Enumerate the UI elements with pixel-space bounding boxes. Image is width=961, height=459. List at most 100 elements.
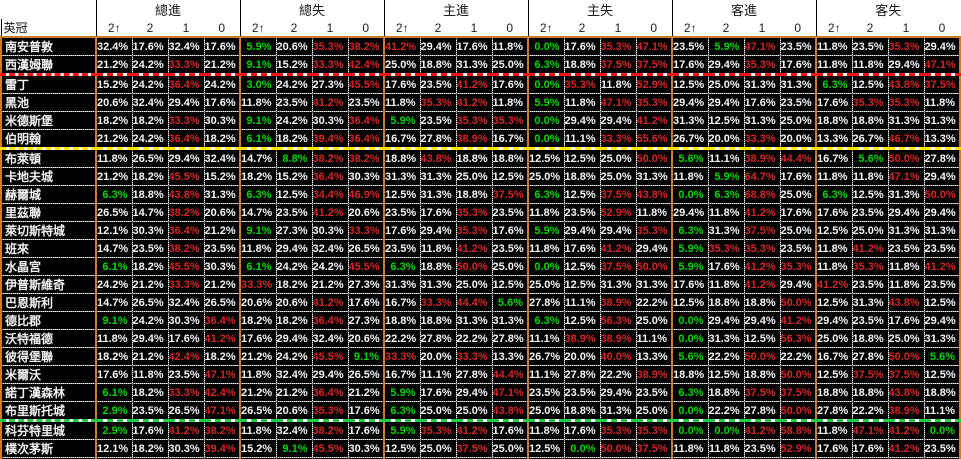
stat-cell: 41.2% [743,203,780,222]
team-name-cell[interactable]: 德比郡 [0,311,96,330]
team-name-cell[interactable]: 沃特福德 [0,329,96,348]
stat-cell: 16.7% [491,129,528,150]
team-name-cell[interactable]: 赫爾城 [0,185,96,204]
team-name-cell[interactable]: 彼得堡聯 [0,347,96,366]
sub-header: 0 [780,19,816,37]
team-row[interactable]: 班來 14.7% 23.5% 38.2% 23.5% 11.8% 29.4% 32.4% 26.… [0,239,961,258]
team-name-cell[interactable]: 萊切斯特城 [0,221,96,240]
team-name-cell[interactable]: 科芬特里城 [0,420,96,440]
stat-cell: 31.3% [779,74,816,94]
team-row[interactable]: 伯明翰 21.2% 24.2% 36.4% 18.2% 6.1% 18.2% 39.4% 36.… [0,129,961,150]
team-row[interactable]: 巴恩斯利 14.7% 26.5% 32.4% 26.5% 20.6% 20.6% 41.2% 1… [0,293,961,312]
stat-cell: 27.8% [815,401,852,422]
stat-cell: 32.4% [131,93,168,112]
stat-cell: 41.2% [851,239,888,258]
team-row[interactable]: 彼得堡聯 18.2% 21.2% 42.4% 18.2% 21.2% 24.2% 45.5% 9… [0,347,961,366]
stat-cell: 11.8% [527,420,564,440]
team-row[interactable]: 米德斯堡 18.2% 18.2% 33.3% 30.3% 9.1% 24.2% 30.3% 36… [0,111,961,130]
stat-cell: 18.8% [851,111,888,130]
team-name-cell[interactable]: 巴恩斯利 [0,293,96,312]
team-row[interactable]: 卡地夫城 21.2% 18.2% 45.5% 15.2% 18.2% 15.2% 36.4% 3… [0,167,961,186]
team-name-cell[interactable]: 布里斯托城 [0,401,96,422]
stat-cell: 17.6% [491,74,528,94]
stat-cell: 24.2% [203,74,240,94]
stat-cell: 17.6% [419,383,456,402]
team-name-cell[interactable]: 樸次茅斯 [0,439,96,458]
stat-cell: 29.4% [923,203,961,222]
team-name-cell[interactable]: 黑池 [0,93,96,112]
stat-cell: 17.6% [131,36,168,56]
team-row[interactable]: 南安普敦 32.4% 17.6% 32.4% 17.6% 5.9% 20.6% 35.3% 38… [0,36,961,56]
team-name-cell[interactable]: 雷丁 [0,74,96,94]
stat-cell: 26.5% [167,401,204,422]
team-name-cell[interactable]: 卡地夫城 [0,167,96,186]
stat-cell: 27.3% [311,74,348,94]
stat-cell: 32.4% [167,293,204,312]
stat-cell: 20.6% [203,203,240,222]
stat-cell: 56.3% [599,311,636,330]
team-name-cell[interactable]: 南安普敦 [0,36,96,56]
stat-cell: 17.6% [887,311,924,330]
team-row[interactable]: 唐卡斯特3.1%15.6%46.9%34.4%28.1%25.0%28.1%18… [0,457,961,459]
stat-cell: 31.3% [491,457,528,459]
stat-cell: 11.8% [239,420,276,440]
team-row[interactable]: 黑池 20.6% 32.4% 29.4% 17.6% 11.8% 23.5% 41.2% 23.… [0,93,961,112]
stat-cell: 14.7% [239,203,276,222]
stat-cell: 17.6% [671,55,708,76]
team-row[interactable]: 西漢姆聯 21.2% 24.2% 33.3% 21.2% 9.1% 15.2% 33.3% 42… [0,55,961,76]
stat-cell: 6.3% [527,185,564,204]
group-header-5: 客進 [671,0,816,19]
stat-cell: 43.8% [635,185,672,204]
team-row[interactable]: 水晶宮 6.1% 18.2% 45.5% 30.3% 6.1% 24.2% 24.2% 45.5… [0,257,961,276]
stat-cell: 42.4% [203,383,240,402]
team-row[interactable]: 萊切斯特城 12.1% 30.3% 36.4% 21.2% 9.1% 27.3% 30.3% 3… [0,221,961,240]
team-row[interactable]: 樸次茅斯 12.1% 18.2% 30.3% 39.4% 15.2% 9.1% 45.5% 30… [0,439,961,458]
team-name-cell[interactable]: 伯明翰 [0,129,96,150]
team-name-cell[interactable]: 米爾沃 [0,365,96,384]
stat-cell: 18.8% [743,293,780,312]
team-row[interactable]: 科芬特里城 2.9% 17.6% 41.2% 38.2% 11.8% 32.4% 38.2% 1… [0,420,961,440]
team-row[interactable]: 沃特福德 11.8% 29.4% 17.6% 41.2% 17.6% 29.4% 32.4% 2… [0,329,961,348]
team-row[interactable]: 米爾沃 17.6% 11.8% 23.5% 47.1% 11.8% 32.4% 29.4% 26… [0,365,961,384]
stat-cell: 12.5% [383,185,420,204]
stat-cell: 35.3% [635,221,672,240]
stat-cell: 26.7% [851,129,888,150]
team-name-cell[interactable]: 里茲聯 [0,203,96,222]
stat-cell: 12.5% [851,74,888,94]
stat-cell: 24.2% [131,55,168,76]
team-name-cell[interactable]: 唐卡斯特 [0,457,96,459]
team-name-cell[interactable]: 西漢姆聯 [0,55,96,76]
stat-cell: 18.8% [815,111,852,130]
team-name-cell[interactable]: 伊普斯維奇 [0,275,96,294]
stat-cell: 17.6% [563,420,600,440]
team-row[interactable]: 赫爾城 6.3% 18.8% 43.8% 31.3% 6.3% 12.5% 34.4% 46.9… [0,185,961,204]
stat-cell: 32.4% [311,329,348,348]
stat-cell: 23.5% [779,239,816,258]
stat-cell: 18.2% [131,167,168,186]
sub-header: 2↑ [239,19,276,37]
team-name-cell[interactable]: 班來 [0,239,96,258]
team-row[interactable]: 德比郡 9.1% 24.2% 30.3% 36.4% 18.2% 18.2% 36.4% 27.… [0,311,961,330]
team-name-cell[interactable]: 米德斯堡 [0,111,96,130]
team-row[interactable]: 布里斯托城 2.9% 23.5% 26.5% 47.1% 26.5% 20.6% 35.3% 1… [0,401,961,422]
team-name-cell[interactable]: 諾丁漢森林 [0,383,96,402]
stat-cell: 47.1% [491,383,528,402]
team-name-cell[interactable]: 水晶宮 [0,257,96,276]
team-row[interactable]: 諾丁漢森林 6.1% 18.2% 33.3% 42.4% 21.2% 21.2% 36.4% 2… [0,383,961,402]
stat-cell: 25.0% [455,401,492,422]
stat-cell: 33.3% [347,221,384,240]
team-row[interactable]: 雷丁 15.2% 24.2% 36.4% 24.2% 3.0% 24.2% 27.3% 45.5… [0,74,961,94]
stat-cell: 29.4% [419,36,456,56]
team-name-cell[interactable]: 布萊頓 [0,148,96,168]
stat-cell: 31.3% [923,221,961,240]
stat-cell: 12.5% [527,439,564,458]
stat-cell: 30.3% [311,221,348,240]
stat-cell: 18.8% [131,185,168,204]
team-row[interactable]: 伊普斯維奇 24.2% 21.2% 33.3% 21.2% 33.3% 18.2% 21.2%… [0,275,961,294]
stat-cell: 37.5% [599,55,636,76]
team-row[interactable]: 里茲聯 26.5% 14.7% 38.2% 20.6% 14.7% 23.5% 41.2% 20… [0,203,961,222]
team-row[interactable]: 布萊頓 11.8% 26.5% 29.4% 32.4% 14.7% 8.8% 38.2% 38.… [0,148,961,168]
stat-cell: 33.3% [167,55,204,76]
group-header-1: 總進 [95,0,240,19]
stat-cell: 17.6% [671,275,708,294]
